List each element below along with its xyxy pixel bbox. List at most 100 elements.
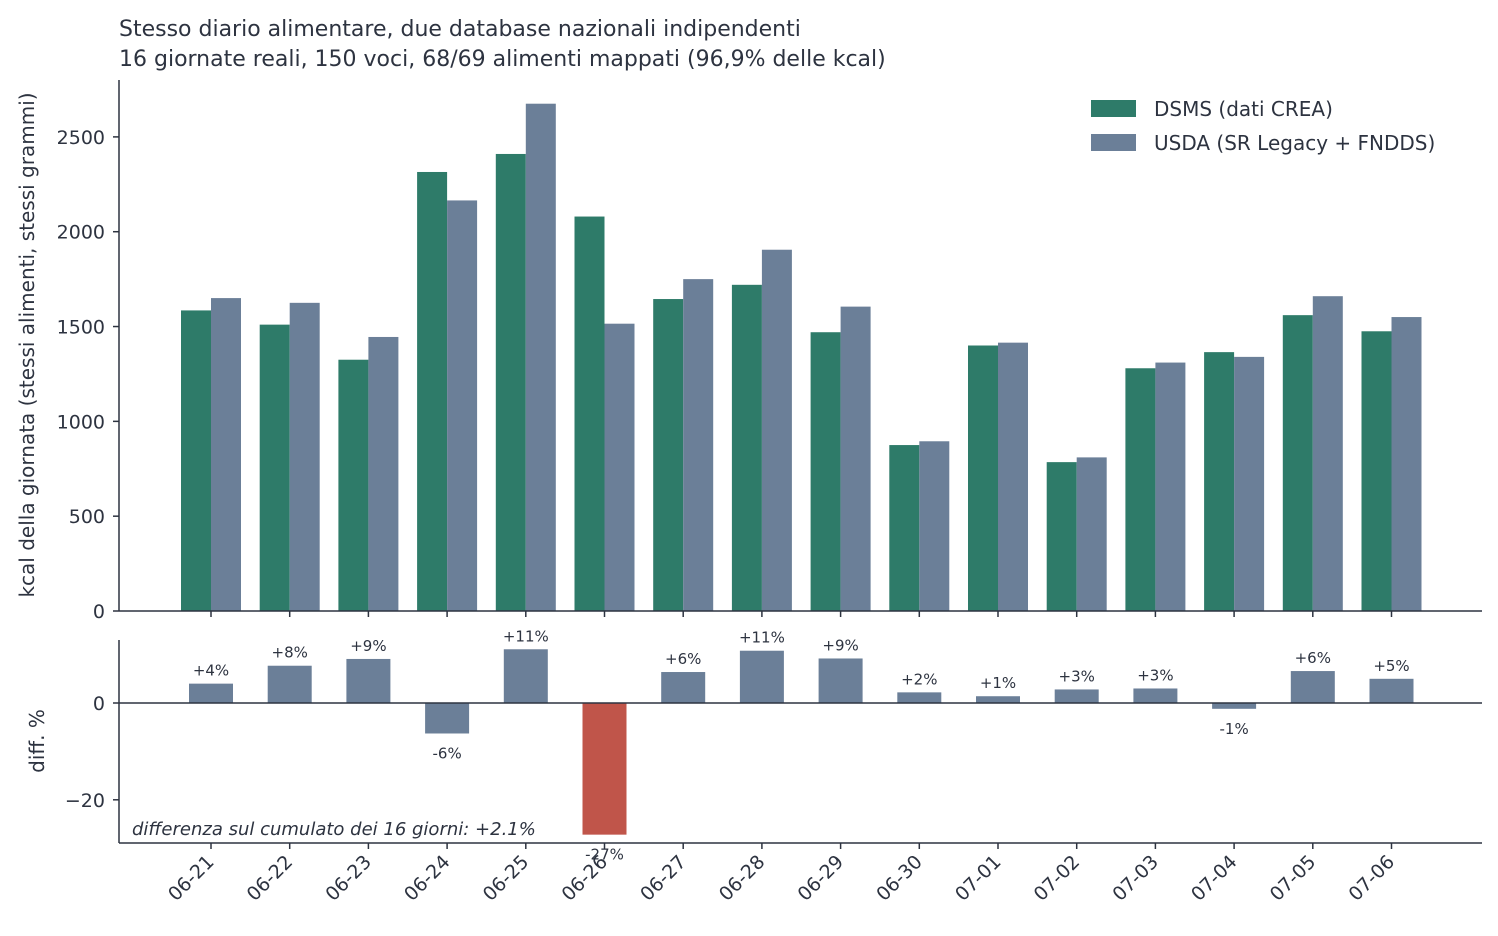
diff-bar-06-26 bbox=[582, 703, 627, 835]
chart-title: Stesso diario alimentare, due database n… bbox=[119, 17, 801, 42]
top-y-axis-label: kcal della giornata (stessi alimenti, st… bbox=[15, 92, 39, 597]
bar-usda-06-24 bbox=[447, 200, 478, 611]
diff-bar-06-23 bbox=[346, 658, 391, 703]
diff-data-label: -6% bbox=[432, 744, 461, 762]
bar-usda-07-04 bbox=[1234, 356, 1265, 611]
bar-dsms-06-29 bbox=[810, 332, 841, 611]
bar-usda-07-05 bbox=[1312, 296, 1343, 611]
bar-dsms-07-02 bbox=[1046, 462, 1077, 611]
bar-usda-06-25 bbox=[525, 103, 556, 612]
diff-data-label: -27% bbox=[585, 846, 624, 864]
x-tick-label: 06-30 bbox=[872, 851, 927, 906]
bar-dsms-07-03 bbox=[1125, 368, 1156, 611]
legend: DSMS (dati CREA) USDA (SR Legacy + FNDDS… bbox=[1091, 97, 1435, 155]
bar-usda-07-03 bbox=[1155, 362, 1186, 611]
diff-data-label: +11% bbox=[739, 629, 785, 647]
diff-bar-06-30 bbox=[897, 692, 942, 703]
bar-usda-06-28 bbox=[761, 249, 792, 612]
x-tick-label: 06-27 bbox=[636, 851, 691, 906]
diff-data-label: +9% bbox=[350, 637, 386, 655]
bar-dsms-06-27 bbox=[653, 299, 684, 611]
x-tick-label: 06-25 bbox=[479, 851, 534, 906]
diff-data-label: +3% bbox=[1059, 667, 1095, 685]
diff-bar-06-22 bbox=[267, 665, 312, 703]
diff-bar-06-27 bbox=[661, 672, 706, 703]
bar-usda-07-01 bbox=[998, 342, 1028, 611]
diff-data-label: +4% bbox=[193, 662, 229, 680]
bottom-y-axis-label: diff. % bbox=[25, 709, 49, 773]
diff-data-label: +5% bbox=[1373, 657, 1409, 675]
x-tick-label: 07-06 bbox=[1344, 851, 1399, 906]
x-tick-label: 07-05 bbox=[1266, 851, 1321, 906]
diff-bar-07-01 bbox=[976, 696, 1020, 703]
x-tick-label: 06-28 bbox=[715, 851, 770, 906]
diff-data-label: -1% bbox=[1219, 720, 1248, 738]
diff-data-label: +1% bbox=[980, 674, 1016, 692]
diff-bar-07-03 bbox=[1133, 688, 1178, 703]
x-axis: 06-21 06-22 06-23 06-24 06-25 06-26 06-27 06-28… bbox=[164, 843, 1399, 906]
x-tick-label: 06-23 bbox=[321, 851, 376, 906]
bar-usda-06-21 bbox=[211, 298, 241, 611]
bar-dsms-07-01 bbox=[968, 345, 998, 611]
diff-bar-chart: +4% +8% +9% -6% +11% -27% +6% +11% +9% +2% +1% +3% +… bbox=[65, 627, 1482, 864]
legend-swatch-usda bbox=[1091, 134, 1136, 151]
bar-usda-07-02 bbox=[1076, 457, 1107, 611]
bar-usda-06-23 bbox=[368, 336, 399, 611]
bottom-y-tick-label: −20 bbox=[65, 790, 105, 812]
bar-dsms-07-06 bbox=[1361, 331, 1392, 611]
x-tick-label: 07-04 bbox=[1187, 851, 1242, 906]
diff-data-label: +6% bbox=[665, 650, 701, 668]
top-y-tick-label: 0 bbox=[93, 601, 105, 623]
diff-data-label: +8% bbox=[272, 644, 308, 662]
bar-dsms-07-05 bbox=[1282, 315, 1313, 611]
bar-usda-06-29 bbox=[840, 306, 871, 611]
x-tick-label: 07-01 bbox=[951, 851, 1006, 906]
top-y-tick-label: 2000 bbox=[57, 222, 105, 244]
bar-dsms-06-22 bbox=[259, 324, 290, 611]
bar-usda-07-06 bbox=[1391, 317, 1422, 611]
bar-dsms-06-21 bbox=[181, 310, 211, 611]
diff-bar-06-25 bbox=[503, 649, 548, 703]
diff-data-label: +9% bbox=[822, 636, 858, 654]
legend-swatch-dsms bbox=[1091, 100, 1136, 117]
diff-bar-07-02 bbox=[1054, 689, 1099, 703]
chart-subtitle: 16 giornate reali, 150 voci, 68/69 alime… bbox=[119, 47, 886, 72]
legend-label-dsms: DSMS (dati CREA) bbox=[1154, 97, 1333, 121]
bar-dsms-06-30 bbox=[889, 445, 920, 611]
diff-data-label: +11% bbox=[503, 627, 549, 645]
top-bar-chart: 0 500 1000 1500 2000 2500 bbox=[57, 80, 1482, 623]
diff-data-label: +6% bbox=[1295, 649, 1331, 667]
x-tick-label: 06-22 bbox=[243, 851, 298, 906]
bottom-y-tick-label: 0 bbox=[93, 693, 105, 715]
top-y-tick-label: 1500 bbox=[57, 317, 105, 339]
x-tick-label: 06-29 bbox=[794, 851, 849, 906]
bar-dsms-07-04 bbox=[1204, 352, 1235, 611]
cumulative-difference-note: differenza sul cumulato dei 16 giorni: +… bbox=[132, 819, 536, 840]
bar-usda-06-30 bbox=[919, 441, 950, 611]
legend-label-usda: USDA (SR Legacy + FNDDS) bbox=[1154, 131, 1435, 155]
diff-bar-06-24 bbox=[425, 703, 470, 734]
top-y-tick-label: 1000 bbox=[57, 411, 105, 433]
bar-usda-06-26 bbox=[604, 323, 635, 611]
x-tick-label: 07-02 bbox=[1030, 851, 1085, 906]
x-tick-label: 06-21 bbox=[164, 851, 219, 906]
diff-bar-06-21 bbox=[189, 683, 233, 703]
bar-usda-06-22 bbox=[289, 302, 320, 611]
top-y-tick-label: 2500 bbox=[57, 127, 105, 149]
diff-bar-06-29 bbox=[818, 658, 863, 703]
x-tick-label: 07-03 bbox=[1108, 851, 1163, 906]
bar-dsms-06-28 bbox=[731, 284, 762, 611]
top-y-tick-label: 500 bbox=[69, 506, 105, 528]
diff-bar-07-05 bbox=[1290, 671, 1335, 703]
diff-bar-07-04 bbox=[1212, 703, 1257, 709]
x-tick-label: 06-24 bbox=[400, 851, 455, 906]
bar-dsms-06-25 bbox=[495, 153, 526, 612]
diff-data-label: +3% bbox=[1137, 666, 1173, 684]
diff-bar-07-06 bbox=[1369, 678, 1414, 703]
diff-bar-06-28 bbox=[739, 650, 784, 703]
bar-dsms-06-24 bbox=[417, 171, 448, 611]
diff-data-label: +2% bbox=[901, 670, 937, 688]
bar-usda-06-27 bbox=[683, 279, 714, 611]
bar-dsms-06-23 bbox=[338, 359, 369, 611]
